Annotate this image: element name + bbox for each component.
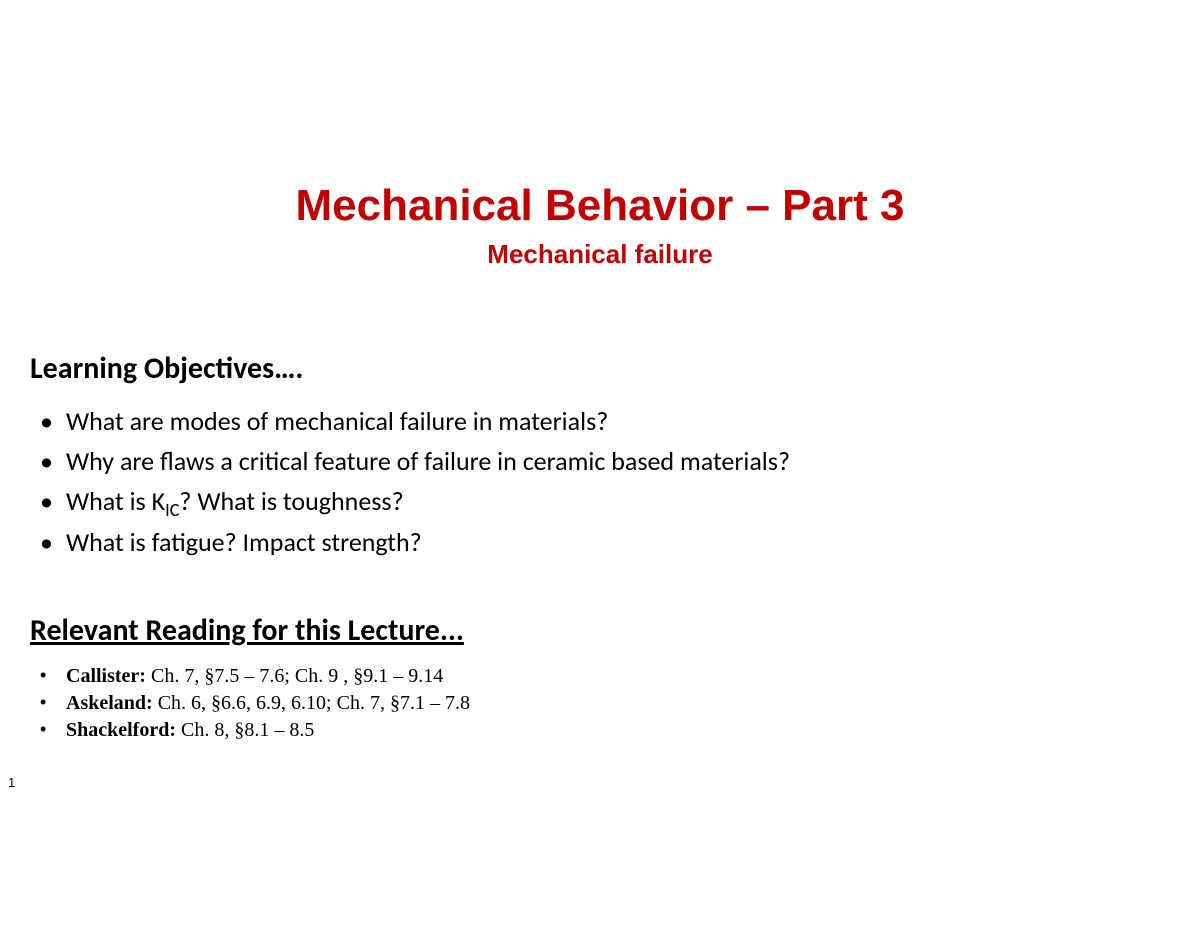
kic-subscript: IC bbox=[165, 500, 179, 522]
objective-item: What is fatigue? Impact strength? bbox=[30, 522, 1170, 562]
reading-author: Shackelford: bbox=[66, 719, 176, 741]
main-title: Mechanical Behavior – Part 3 bbox=[30, 180, 1170, 233]
slide-container: Mechanical Behavior – Part 3 Mechanical … bbox=[0, 0, 1200, 744]
reading-item: Callister: Ch. 7, §7.5 – 7.6; Ch. 9 , §9… bbox=[30, 663, 1170, 690]
subtitle: Mechanical failure bbox=[30, 239, 1170, 270]
reading-refs: Ch. 8, §8.1 – 8.5 bbox=[176, 719, 314, 741]
reading-item: Askeland: Ch. 6, §6.6, 6.9, 6.10; Ch. 7,… bbox=[30, 690, 1170, 717]
kic-base: K bbox=[152, 485, 166, 517]
reading-refs: Ch. 7, §7.5 – 7.6; Ch. 9 , §9.1 – 9.14 bbox=[146, 665, 443, 687]
reading-heading: Relevant Reading for this Lecture... bbox=[30, 612, 1170, 649]
reading-list: Callister: Ch. 7, §7.5 – 7.6; Ch. 9 , §9… bbox=[30, 663, 1170, 744]
objectives-list: What are modes of mechanical failure in … bbox=[30, 401, 1170, 562]
reading-author: Askeland: bbox=[66, 692, 153, 714]
reading-refs: Ch. 6, §6.6, 6.9, 6.10; Ch. 7, §7.1 – 7.… bbox=[153, 692, 470, 714]
learning-objectives-section: Learning Objectives…. What are modes of … bbox=[30, 350, 1170, 562]
reading-author: Callister: bbox=[66, 665, 146, 687]
objectives-heading: Learning Objectives…. bbox=[30, 350, 1170, 387]
objective-text-suffix: ? What is toughness? bbox=[179, 485, 403, 517]
page-number: 1 bbox=[8, 775, 15, 790]
title-block: Mechanical Behavior – Part 3 Mechanical … bbox=[30, 180, 1170, 270]
reading-item: Shackelford: Ch. 8, §8.1 – 8.5 bbox=[30, 717, 1170, 744]
reading-section: Relevant Reading for this Lecture... Cal… bbox=[30, 612, 1170, 744]
objective-item: Why are flaws a critical feature of fail… bbox=[30, 441, 1170, 481]
objective-text-prefix: What is bbox=[66, 485, 152, 517]
objective-item: What is KIC? What is toughness? bbox=[30, 481, 1170, 521]
objective-item: What are modes of mechanical failure in … bbox=[30, 401, 1170, 441]
